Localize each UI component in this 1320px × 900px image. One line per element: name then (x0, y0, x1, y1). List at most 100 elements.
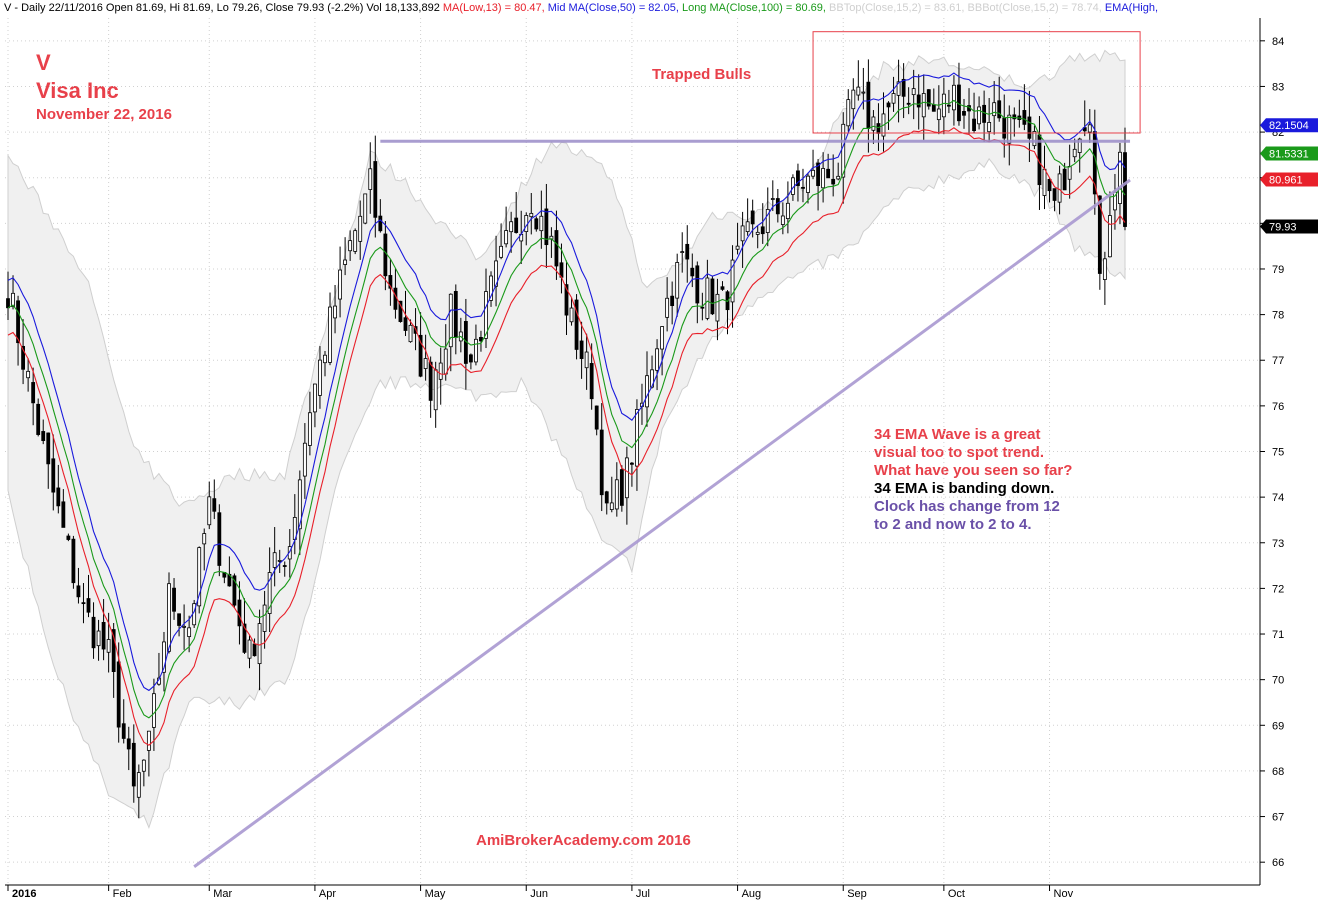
candle-body (41, 431, 46, 441)
candle-body (86, 598, 91, 613)
candle (448, 293, 453, 372)
candle (217, 504, 222, 577)
candle-body (172, 587, 176, 612)
candle (806, 172, 810, 204)
candle (936, 85, 941, 135)
candle-body (484, 291, 488, 339)
overlays (193, 31, 1141, 868)
candle-body (141, 759, 146, 772)
candle-body (247, 639, 252, 659)
candle-body (690, 267, 695, 277)
candle-body (418, 334, 423, 377)
candle-body (780, 215, 785, 225)
candle-body (1067, 166, 1072, 180)
candle-body (750, 210, 755, 225)
y-tick-label: 78 (1272, 310, 1284, 322)
candle (926, 89, 931, 110)
candle (182, 604, 187, 650)
header-symbol-line: V - Daily 22/11/2016 Open 81.69, Hi 81.6… (4, 2, 440, 14)
candle-body (1027, 116, 1032, 139)
candle (1087, 109, 1092, 143)
candle (207, 481, 212, 530)
candle (695, 261, 700, 324)
candle (11, 275, 15, 310)
candle (1032, 125, 1037, 150)
candle (740, 211, 745, 268)
candle-body (1072, 148, 1077, 158)
candle-body (509, 221, 514, 233)
candle-body (297, 479, 302, 530)
x-tick-label: Sep (847, 888, 867, 900)
header-ma-low: MA(Low,13) = 80.47, (442, 2, 545, 14)
candle (91, 602, 96, 659)
candle (801, 168, 805, 203)
candle (710, 276, 715, 316)
price-tag-bg (1260, 219, 1318, 234)
y-tick-label: 68 (1272, 766, 1284, 778)
candle (861, 67, 866, 110)
candle-body (383, 233, 388, 277)
note-block: 34 EMA Wave is a great visual too to spo… (874, 426, 1074, 534)
y-tick-label: 83 (1272, 81, 1284, 93)
candle-body (468, 354, 473, 363)
candle-body (544, 208, 549, 246)
candle (921, 74, 926, 140)
candle-body (700, 306, 705, 309)
candle-body (217, 512, 222, 566)
x-tick-label: Aug (742, 888, 762, 900)
candle (886, 101, 891, 130)
candle (167, 572, 171, 654)
candle-body (645, 375, 649, 408)
candle (715, 278, 720, 341)
candle (307, 391, 312, 456)
candle (66, 533, 71, 542)
candle (51, 434, 56, 511)
candles (6, 59, 1127, 819)
candle-body (982, 104, 987, 123)
candle (906, 87, 911, 115)
candle (489, 271, 493, 307)
candle-body (916, 94, 921, 108)
candle-body (665, 297, 670, 318)
candle (690, 253, 695, 288)
header-bbbot: BBBot(Close,15,2) = 78.74, (967, 2, 1102, 14)
candle (901, 63, 906, 119)
candle-body (594, 405, 599, 430)
x-tick-label: Mar (213, 888, 232, 900)
candle-body (534, 218, 539, 230)
candle-body (428, 361, 433, 401)
candle (177, 613, 181, 637)
candle-body (816, 162, 820, 187)
candle (946, 89, 951, 114)
candle-body (609, 502, 614, 510)
y-tick-label: 73 (1272, 538, 1284, 550)
candle-body (242, 623, 247, 653)
candle-body (906, 102, 911, 105)
price-tag-label: 79.93 (1269, 222, 1297, 234)
candle-body (806, 175, 810, 193)
candle (247, 635, 252, 669)
candle-body (539, 215, 544, 232)
x-tick-label: Jul (636, 888, 650, 900)
candle-body (866, 81, 871, 129)
candle (232, 573, 237, 609)
candle (529, 193, 534, 235)
candle-body (584, 351, 589, 369)
candle (1012, 107, 1017, 137)
candle (353, 228, 358, 255)
candle (826, 153, 831, 179)
candle (599, 403, 604, 512)
candle (86, 574, 91, 618)
candle (152, 678, 156, 751)
price-tag-label: 82.1504 (1269, 120, 1309, 132)
candle-body (81, 602, 86, 605)
candle (333, 284, 337, 334)
candle-body (730, 259, 735, 303)
candle-body (624, 457, 629, 499)
candle-body (1012, 114, 1017, 120)
candle (665, 277, 670, 332)
candle (1123, 127, 1127, 231)
candle-body (504, 230, 509, 245)
candle-body (131, 742, 136, 787)
candle (977, 96, 981, 130)
